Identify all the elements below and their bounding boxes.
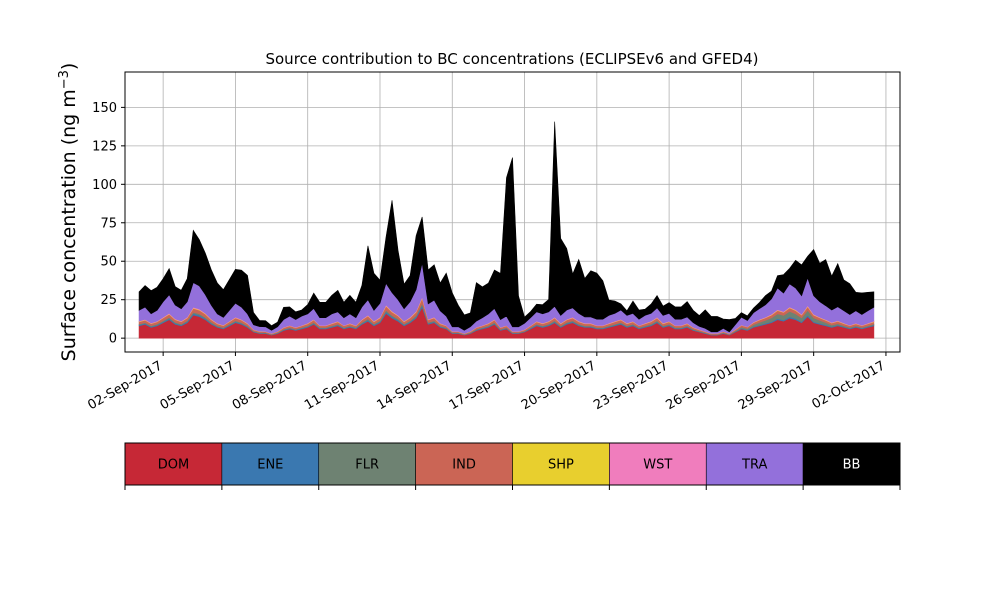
legend-label-shp: SHP — [548, 458, 574, 473]
legend-label-bb: BB — [843, 458, 861, 473]
y-axis-label: Surface concentration (ng m−3) — [57, 63, 80, 362]
legend-colorbar: DOM ENE FLR IND SHP WST TRA BB — [124, 442, 901, 490]
legend-swatch-dom — [124, 442, 223, 486]
legend-swatch-ene — [221, 442, 320, 486]
plot-frame — [124, 71, 901, 353]
y-axis-label-close: ) — [58, 63, 80, 70]
y-axis-label-superscript: −3 — [57, 70, 72, 89]
x-tick-label: 11-Sep-2017 — [302, 358, 382, 413]
y-tick-label: 0 — [109, 332, 117, 347]
y-axis-label-text: Surface concentration (ng m — [58, 89, 80, 361]
x-tick-label: 29-Sep-2017 — [736, 358, 816, 413]
legend-label-flr: FLR — [355, 458, 379, 473]
chart-title: Source contribution to BC concentrations… — [265, 50, 758, 68]
area-series-bb — [138, 121, 875, 333]
legend-swatch-flr — [318, 442, 416, 486]
y-tick-label: 125 — [92, 139, 117, 154]
y-axis-ticks: 0 25 50 75 100 125 150 — [92, 101, 125, 347]
x-axis-ticks: 02-Sep-201705-Sep-201708-Sep-201711-Sep-… — [85, 352, 888, 413]
y-tick-label: 75 — [100, 216, 117, 231]
legend-swatch-tra — [705, 442, 804, 486]
legend-label-tra: TRA — [741, 458, 767, 473]
x-tick-label: 26-Sep-2017 — [664, 358, 744, 413]
x-tick-label: 17-Sep-2017 — [447, 358, 527, 413]
legend-label-dom: DOM — [158, 458, 189, 473]
legend-label-ind: IND — [452, 458, 476, 473]
legend-swatch-bb — [802, 442, 901, 486]
legend-swatch-ind — [415, 442, 513, 486]
legend-swatch-shp — [512, 442, 610, 486]
x-tick-label: 02-Sep-2017 — [85, 358, 165, 413]
y-tick-label: 50 — [100, 255, 117, 270]
legend-label-ene: ENE — [257, 458, 283, 473]
x-tick-label: 05-Sep-2017 — [158, 358, 238, 413]
legend-frame — [124, 442, 901, 486]
x-tick-label: 08-Sep-2017 — [230, 358, 310, 413]
stacked-areas — [138, 121, 875, 339]
x-tick-label: 23-Sep-2017 — [591, 358, 671, 413]
legend-label-wst: WST — [643, 458, 672, 473]
x-tick-label: 20-Sep-2017 — [519, 358, 599, 413]
y-tick-label: 150 — [92, 101, 117, 116]
y-tick-label: 25 — [100, 293, 117, 308]
y-tick-label: 100 — [92, 178, 117, 193]
x-tick-label: 02-Oct-2017 — [810, 358, 888, 412]
x-tick-label: 14-Sep-2017 — [374, 358, 454, 413]
